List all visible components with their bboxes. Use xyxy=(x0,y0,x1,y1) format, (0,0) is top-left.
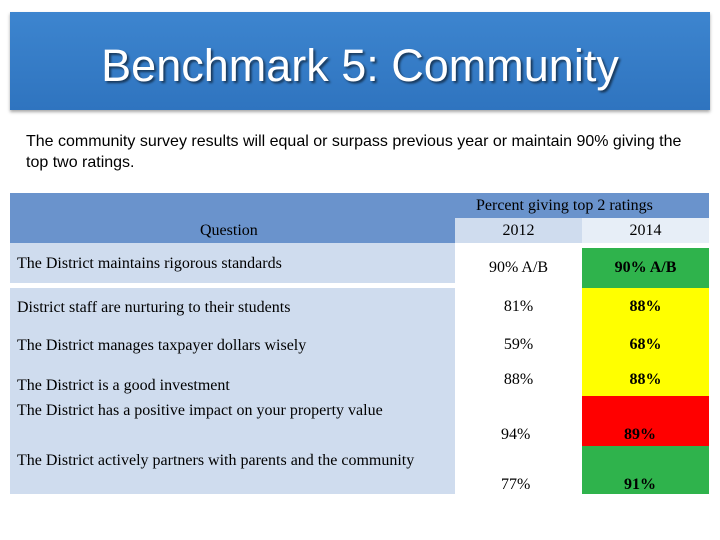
slide-title: Benchmark 5: Community xyxy=(101,40,619,91)
table-row-question: The District actively partners with pare… xyxy=(17,452,415,469)
table-row-2014: 88% xyxy=(582,364,709,396)
table-row-2014: 91% xyxy=(624,476,656,493)
table-row-question: The District has a positive impact on yo… xyxy=(17,402,383,419)
intro-text: The community survey results will equal … xyxy=(26,133,682,171)
year-2012-header: 2012 xyxy=(455,218,582,243)
table-row-2012-cell: 94% xyxy=(455,396,582,446)
table-row-2012: 59% xyxy=(455,326,582,364)
table-row-question: The District manages taxpayer dollars wi… xyxy=(10,326,455,364)
table-row-2014: 88% xyxy=(582,288,709,326)
table-row-2014-cell: 89% xyxy=(582,396,709,446)
table-row-2014: 90% A/B xyxy=(582,248,709,288)
percent-header: Percent giving top 2 ratings xyxy=(476,197,653,214)
question-header: Question xyxy=(200,222,258,239)
table-row-2012: 88% xyxy=(455,364,582,396)
table-row-question: District staff are nurturing to their st… xyxy=(10,288,455,326)
table-row-question: The District is a good investment xyxy=(17,377,230,394)
table-row-2012: 81% xyxy=(455,288,582,326)
table-row-2012-cell: 77% xyxy=(455,446,582,494)
table-row-2012: 94% xyxy=(501,426,531,443)
table-row-2012: 90% A/B xyxy=(455,248,582,288)
table-row-2014: 68% xyxy=(582,326,709,364)
table-row-question: The District maintains rigorous standard… xyxy=(10,243,455,283)
table-row-2014-cell: 91% xyxy=(582,446,709,494)
percent-header-cell: Percent giving top 2 ratings xyxy=(455,193,709,218)
year-2014-header: 2014 xyxy=(582,218,709,243)
table-row-2012: 77% xyxy=(501,476,531,493)
title-banner: Benchmark 5: Community xyxy=(10,12,710,110)
table-row-2014: 89% xyxy=(624,426,656,443)
multi-question-cell: The District is a good investment The Di… xyxy=(10,364,455,494)
question-header-cell: Question xyxy=(10,193,455,243)
